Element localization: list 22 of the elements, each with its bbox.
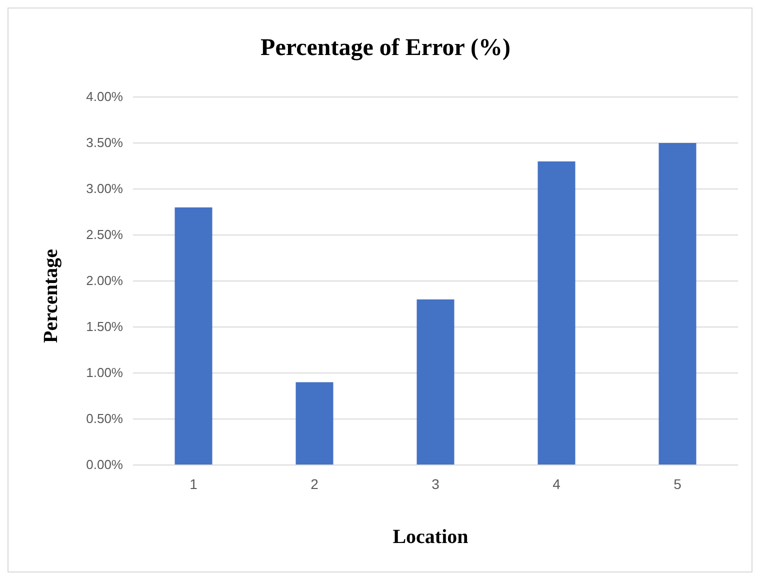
x-tick-label: 2 <box>310 476 319 492</box>
x-axis-title: Location <box>392 526 468 548</box>
bar <box>174 207 212 465</box>
y-tick-label: 3.00% <box>86 181 124 196</box>
chart-title: Percentage of Error (%) <box>260 35 510 61</box>
bar <box>416 299 454 465</box>
bar <box>538 161 576 465</box>
y-tick-label: 1.00% <box>86 365 124 380</box>
x-tick-label: 3 <box>432 476 440 492</box>
bar <box>296 382 334 465</box>
y-tick-label: 2.00% <box>86 273 124 288</box>
y-tick-label: 4.00% <box>86 89 124 104</box>
x-tick-label: 1 <box>190 476 198 492</box>
y-tick-label: 0.50% <box>86 411 124 426</box>
y-tick-label: 1.50% <box>86 319 124 334</box>
y-tick-label: 3.50% <box>86 135 124 150</box>
y-tick-label: 2.50% <box>86 227 124 242</box>
y-axis-title: Percentage <box>40 248 62 344</box>
y-tick-label: 0.00% <box>86 457 124 472</box>
x-tick-label: 5 <box>674 476 682 492</box>
bar <box>658 143 696 465</box>
x-tick-label: 4 <box>552 476 561 492</box>
